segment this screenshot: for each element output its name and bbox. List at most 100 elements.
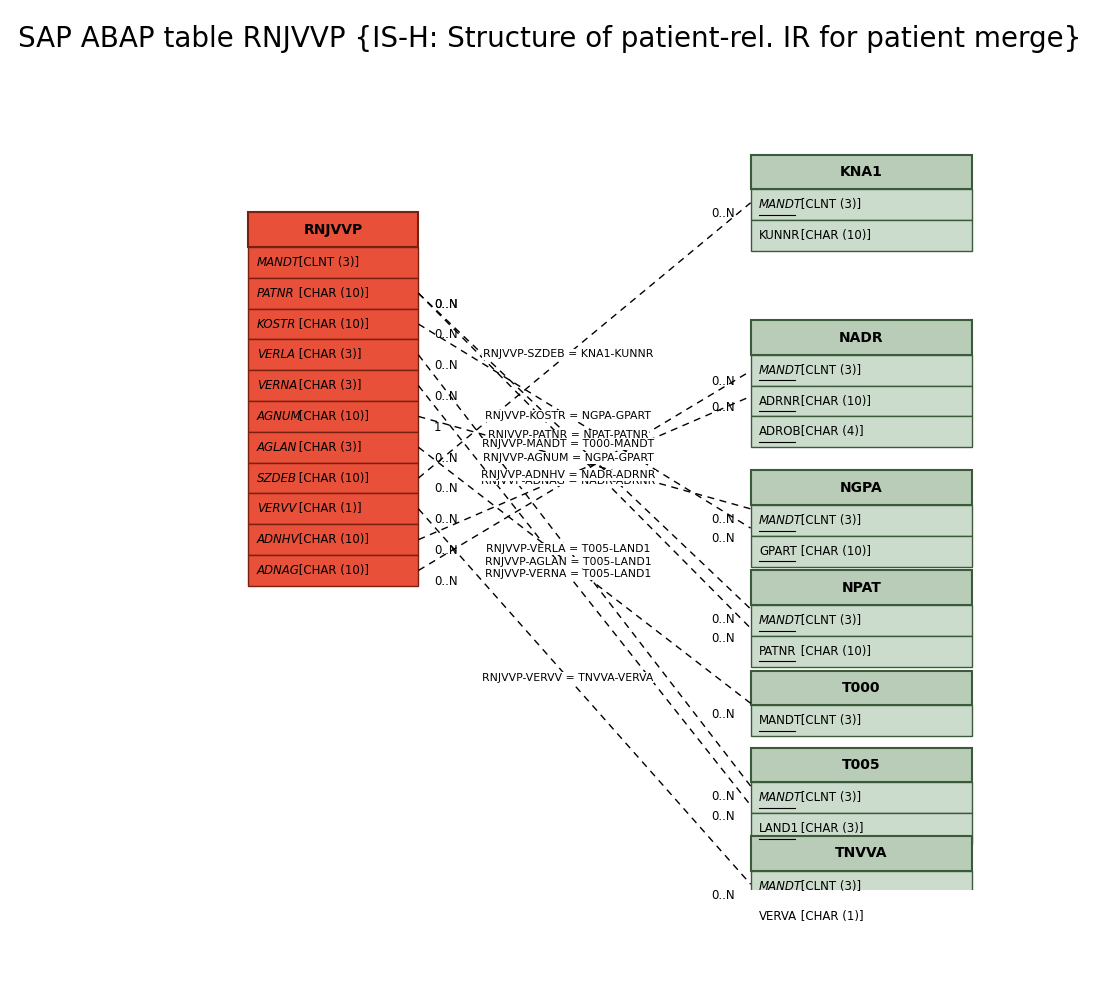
Text: SZDEB: SZDEB: [257, 472, 297, 485]
Text: 0..N: 0..N: [434, 298, 457, 311]
Text: RNJVVP-VERLA = T005-LAND1: RNJVVP-VERLA = T005-LAND1: [486, 544, 651, 554]
Text: [CLNT (3)]: [CLNT (3)]: [797, 364, 862, 377]
Text: VERLA: VERLA: [257, 348, 295, 361]
Text: PATNR: PATNR: [759, 645, 797, 658]
Text: [CLNT (3)]: [CLNT (3)]: [797, 198, 862, 211]
Text: 0..N: 0..N: [434, 298, 457, 311]
Text: 0..N: 0..N: [712, 790, 735, 803]
FancyBboxPatch shape: [248, 493, 419, 524]
FancyBboxPatch shape: [248, 432, 419, 463]
Text: 0..N: 0..N: [434, 513, 457, 526]
Text: RNJVVP: RNJVVP: [303, 223, 363, 237]
Text: 0..N: 0..N: [434, 575, 457, 588]
Text: 0..N: 0..N: [712, 375, 735, 388]
Text: [CHAR (3)]: [CHAR (3)]: [295, 441, 360, 454]
Text: ADNAG: ADNAG: [257, 564, 300, 577]
Text: KNA1: KNA1: [840, 165, 882, 179]
FancyBboxPatch shape: [248, 370, 419, 401]
Text: ADROB: ADROB: [759, 425, 802, 438]
Text: [CLNT (3)]: [CLNT (3)]: [797, 714, 862, 727]
FancyBboxPatch shape: [248, 212, 419, 247]
FancyBboxPatch shape: [751, 902, 973, 932]
Text: LAND1: LAND1: [759, 822, 799, 835]
Text: [CLNT (3)]: [CLNT (3)]: [797, 614, 862, 627]
FancyBboxPatch shape: [248, 524, 419, 555]
Text: 0..N: 0..N: [712, 889, 735, 902]
Text: RNJVVP-MANDT = T000-MANDT: RNJVVP-MANDT = T000-MANDT: [481, 439, 654, 449]
Text: [CHAR (10)]: [CHAR (10)]: [797, 645, 872, 658]
Text: VERNA: VERNA: [257, 379, 297, 392]
Text: PATNR: PATNR: [257, 287, 295, 300]
FancyBboxPatch shape: [751, 220, 973, 251]
Text: MANDT: MANDT: [759, 880, 802, 893]
FancyBboxPatch shape: [751, 505, 973, 536]
FancyBboxPatch shape: [751, 155, 973, 189]
Text: RNJVVP-KOSTR = NGPA-GPART: RNJVVP-KOSTR = NGPA-GPART: [485, 411, 651, 421]
Text: NGPA: NGPA: [840, 481, 882, 495]
Text: RNJVVP-AGNUM = NGPA-GPART: RNJVVP-AGNUM = NGPA-GPART: [482, 453, 653, 463]
FancyBboxPatch shape: [248, 339, 419, 370]
Text: 1: 1: [434, 421, 442, 434]
Text: 0..N: 0..N: [712, 207, 735, 220]
Text: [CHAR (1)]: [CHAR (1)]: [797, 910, 864, 923]
FancyBboxPatch shape: [751, 636, 973, 667]
FancyBboxPatch shape: [751, 386, 973, 416]
Text: ADNHV: ADNHV: [257, 533, 299, 546]
Text: [CHAR (10)]: [CHAR (10)]: [797, 545, 872, 558]
Text: [CHAR (10)]: [CHAR (10)]: [295, 533, 368, 546]
Text: 0..N: 0..N: [434, 452, 457, 465]
Text: [CHAR (1)]: [CHAR (1)]: [295, 502, 362, 515]
Text: MANDT: MANDT: [759, 614, 802, 627]
Text: 0..N: 0..N: [434, 390, 457, 403]
Text: 0..N: 0..N: [712, 401, 735, 414]
Text: MANDT: MANDT: [759, 791, 802, 804]
FancyBboxPatch shape: [248, 278, 419, 309]
Text: MANDT: MANDT: [257, 256, 300, 269]
FancyBboxPatch shape: [751, 836, 973, 871]
Text: 0..N: 0..N: [434, 482, 457, 495]
Text: [CHAR (10)]: [CHAR (10)]: [295, 287, 368, 300]
Text: TNVVA: TNVVA: [835, 846, 888, 860]
FancyBboxPatch shape: [248, 463, 419, 493]
Text: [CHAR (10)]: [CHAR (10)]: [295, 318, 368, 331]
Text: RNJVVP-SZDEB = KNA1-KUNNR: RNJVVP-SZDEB = KNA1-KUNNR: [482, 349, 653, 359]
Text: T000: T000: [842, 681, 880, 695]
FancyBboxPatch shape: [751, 416, 973, 447]
Text: NPAT: NPAT: [842, 581, 881, 595]
Text: T005: T005: [842, 758, 880, 772]
Text: RNJVVP-ADNHV = NADR-ADRNR: RNJVVP-ADNHV = NADR-ADRNR: [480, 470, 655, 480]
Text: MANDT: MANDT: [759, 714, 802, 727]
FancyBboxPatch shape: [751, 871, 973, 902]
Text: [CLNT (3)]: [CLNT (3)]: [797, 880, 862, 893]
Text: RNJVVP-VERNA = T005-LAND1: RNJVVP-VERNA = T005-LAND1: [485, 569, 651, 579]
Text: RNJVVP-ADNAG = NADR-ADRNR: RNJVVP-ADNAG = NADR-ADRNR: [480, 476, 655, 486]
Text: [CHAR (10)]: [CHAR (10)]: [295, 564, 368, 577]
Text: VERVA: VERVA: [759, 910, 797, 923]
Text: 0..N: 0..N: [712, 810, 735, 823]
FancyBboxPatch shape: [751, 470, 973, 505]
Text: [CLNT (3)]: [CLNT (3)]: [797, 791, 862, 804]
FancyBboxPatch shape: [248, 247, 419, 278]
FancyBboxPatch shape: [751, 570, 973, 605]
Text: [CHAR (3)]: [CHAR (3)]: [295, 348, 360, 361]
Text: [CHAR (10)]: [CHAR (10)]: [295, 472, 368, 485]
Text: 0..N: 0..N: [712, 532, 735, 545]
FancyBboxPatch shape: [248, 555, 419, 586]
Text: 0..N: 0..N: [434, 328, 457, 341]
Text: MANDT: MANDT: [759, 198, 802, 211]
FancyBboxPatch shape: [751, 355, 973, 386]
Text: 0..N: 0..N: [712, 708, 735, 721]
Text: [CLNT (3)]: [CLNT (3)]: [295, 256, 358, 269]
Text: [CHAR (3)]: [CHAR (3)]: [797, 822, 864, 835]
Text: [CHAR (3)]: [CHAR (3)]: [295, 379, 360, 392]
Text: GPART: GPART: [759, 545, 797, 558]
FancyBboxPatch shape: [751, 782, 973, 813]
FancyBboxPatch shape: [751, 320, 973, 355]
Text: RNJVVP-AGLAN = T005-LAND1: RNJVVP-AGLAN = T005-LAND1: [485, 557, 652, 567]
Text: 0..N: 0..N: [434, 359, 457, 372]
Text: MANDT: MANDT: [759, 364, 802, 377]
Text: KUNNR: KUNNR: [759, 229, 800, 242]
FancyBboxPatch shape: [751, 189, 973, 220]
Text: AGLAN: AGLAN: [257, 441, 297, 454]
Text: SAP ABAP table RNJVVP {IS-H: Structure of patient-rel. IR for patient merge}: SAP ABAP table RNJVVP {IS-H: Structure o…: [18, 25, 1081, 53]
